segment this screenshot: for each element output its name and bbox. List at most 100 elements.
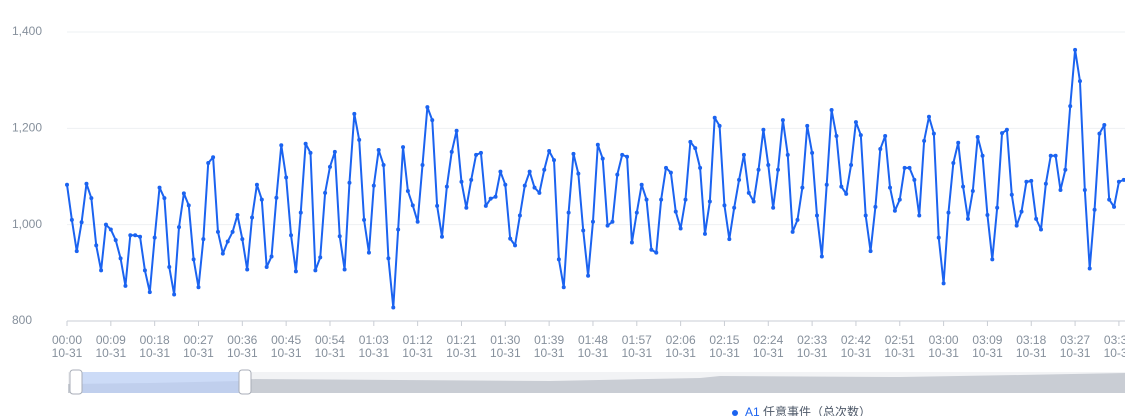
data-point (756, 167, 761, 172)
y-tick-label: 1,400 (12, 24, 42, 38)
data-point (931, 131, 936, 136)
data-point (357, 137, 362, 142)
x-tick-label: 10-31 (271, 346, 302, 360)
data-point (698, 165, 703, 170)
data-point (965, 216, 970, 221)
data-point (668, 170, 673, 175)
data-point (586, 273, 591, 278)
x-tick-label: 00:00 (52, 333, 82, 347)
data-point (527, 169, 532, 174)
data-point (1121, 177, 1125, 182)
x-tick-label: 10-31 (446, 346, 477, 360)
data-point (493, 194, 498, 199)
data-point (1077, 79, 1082, 84)
data-point (522, 183, 527, 188)
data-point (741, 152, 746, 157)
data-point (152, 235, 157, 240)
slider-window[interactable] (76, 372, 245, 393)
legend[interactable]: A1 任意事件（总次数） (732, 404, 871, 416)
data-point (391, 305, 396, 310)
data-point (1048, 153, 1053, 158)
x-tick-label: 10-31 (753, 346, 784, 360)
data-point (298, 210, 303, 215)
slider-handle[interactable] (69, 369, 83, 395)
x-tick-label: 03:00 (929, 333, 959, 347)
zoom-slider[interactable] (68, 369, 1125, 395)
x-tick-label: 10-31 (358, 346, 389, 360)
legend-label: 任意事件（总次数） (763, 404, 871, 416)
data-point (162, 196, 167, 201)
data-point (469, 177, 474, 182)
data-point (454, 128, 459, 133)
data-point (220, 251, 225, 256)
data-point (795, 217, 800, 222)
data-point (1087, 266, 1092, 271)
data-point (659, 197, 664, 202)
data-point (259, 197, 264, 202)
data-point (517, 213, 522, 218)
data-point (576, 171, 581, 176)
data-point (196, 285, 201, 290)
series-line (66, 48, 1125, 309)
data-point (254, 182, 259, 187)
data-point (878, 147, 883, 152)
data-point (936, 235, 941, 240)
x-tick-label: 10-31 (227, 346, 258, 360)
legend-marker (732, 410, 738, 416)
data-point (386, 256, 391, 261)
data-point (722, 203, 727, 208)
data-point (819, 254, 824, 259)
data-point (892, 208, 897, 213)
data-point (552, 158, 556, 163)
x-tick-label: 00:18 (140, 333, 170, 347)
data-point (654, 250, 659, 255)
data-point (352, 111, 357, 116)
x-tick-label: 10-31 (315, 346, 346, 360)
data-point (1043, 181, 1048, 186)
data-point (995, 205, 1000, 210)
data-point (1116, 179, 1121, 184)
data-point (605, 223, 610, 228)
data-point (868, 249, 873, 254)
data-point (810, 150, 815, 155)
data-point (167, 265, 172, 270)
x-tick-label: 10-31 (972, 346, 1003, 360)
data-point (839, 184, 844, 189)
data-point (444, 184, 449, 189)
data-point (1000, 131, 1005, 136)
data-point (853, 120, 858, 125)
data-point (985, 213, 990, 218)
data-point (459, 179, 464, 184)
data-point (425, 105, 430, 110)
slider-handle[interactable] (238, 369, 252, 395)
data-point (103, 222, 108, 227)
data-point (834, 134, 839, 139)
data-point (1029, 178, 1034, 183)
data-point (897, 197, 902, 202)
data-point (513, 243, 518, 248)
data-point (829, 108, 834, 113)
data-point (79, 220, 84, 225)
data-point (1024, 179, 1029, 184)
data-point (912, 177, 917, 182)
data-point (678, 226, 683, 231)
data-point (235, 213, 240, 218)
x-tick-label: 10-31 (139, 346, 170, 360)
x-tick-label: 03:27 (1060, 333, 1090, 347)
data-point (405, 188, 410, 193)
data-point (1009, 192, 1014, 197)
data-point (746, 190, 751, 195)
data-point (1019, 209, 1024, 214)
data-point (566, 210, 571, 215)
data-point (177, 225, 182, 230)
data-point (590, 219, 595, 224)
data-point (230, 229, 235, 234)
data-point (483, 203, 488, 208)
data-point (245, 267, 250, 272)
data-point (89, 196, 94, 201)
data-point (946, 210, 951, 215)
data-point (376, 148, 381, 153)
data-point (917, 213, 922, 218)
data-point (863, 213, 868, 218)
data-point (1097, 131, 1102, 136)
